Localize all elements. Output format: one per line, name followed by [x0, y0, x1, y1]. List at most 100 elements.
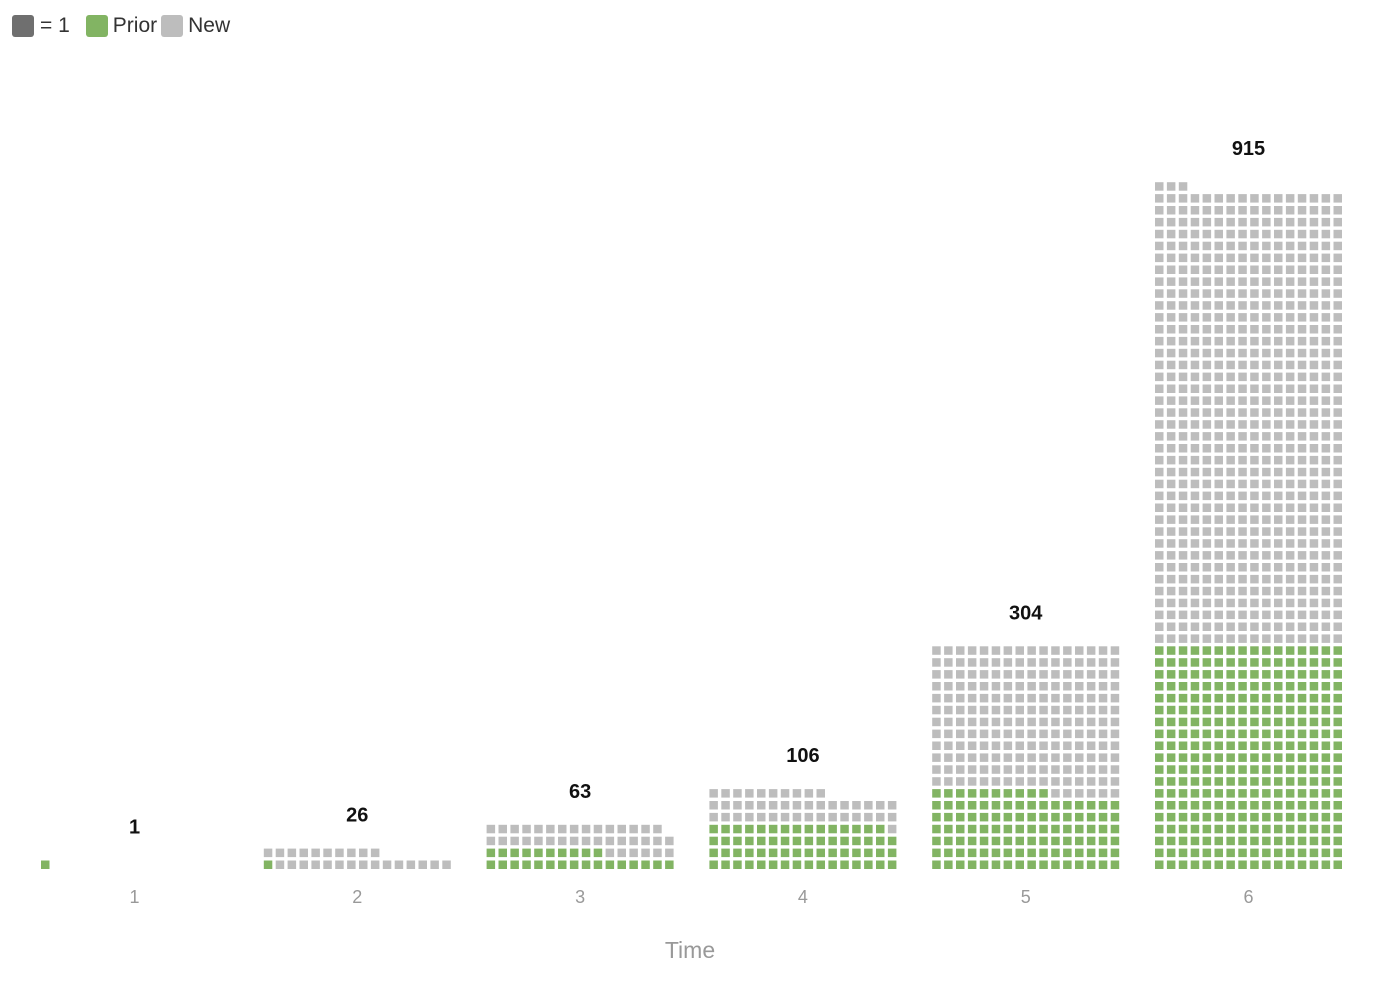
new-cell: [1309, 384, 1319, 393]
new-cell: [1309, 455, 1319, 465]
prior-cell: [1226, 765, 1235, 774]
prior-cell: [1285, 693, 1295, 703]
new-cell: [1063, 765, 1072, 774]
new-cell: [1238, 301, 1247, 310]
new-cell: [1155, 563, 1164, 572]
prior-cell: [1027, 812, 1036, 822]
new-cell: [1262, 586, 1271, 596]
new-cell: [944, 658, 953, 667]
new-cell: [1202, 432, 1212, 441]
new-cell: [1238, 253, 1247, 263]
prior-cell: [1155, 765, 1164, 774]
new-cell: [1333, 622, 1342, 631]
new-cell: [1178, 313, 1188, 322]
prior-cell: [1333, 693, 1342, 703]
new-cell: [1285, 420, 1295, 429]
new-cell: [1003, 765, 1013, 774]
new-cell: [1214, 241, 1223, 251]
new-cell: [1333, 503, 1342, 512]
new-cell: [1333, 360, 1342, 370]
new-cell: [1321, 539, 1331, 548]
new-cell: [780, 812, 790, 822]
new-cell: [944, 777, 953, 786]
new-cell: [1285, 301, 1295, 310]
new-cell: [1039, 753, 1048, 762]
new-cell: [1086, 682, 1096, 691]
new-cell: [1333, 539, 1342, 548]
new-cell: [1321, 396, 1331, 405]
new-cell: [1155, 420, 1164, 429]
new-cell: [1285, 396, 1295, 405]
prior-cell: [1086, 801, 1096, 810]
new-cell: [1039, 765, 1048, 774]
new-cell: [1027, 693, 1036, 703]
new-cell: [1214, 360, 1223, 370]
prior-cell: [1226, 777, 1235, 786]
prior-cell: [1155, 670, 1164, 679]
prior-cell: [1214, 682, 1223, 691]
prior-cell: [558, 860, 567, 869]
new-cell: [1321, 229, 1331, 239]
prior-cell: [1333, 741, 1342, 750]
new-cell: [1214, 539, 1223, 548]
new-cell: [1039, 705, 1048, 715]
prior-cell: [757, 860, 766, 869]
new-cell: [956, 765, 965, 774]
prior-cell: [1178, 741, 1188, 750]
new-cell: [1086, 789, 1096, 798]
prior-cell: [498, 848, 507, 858]
new-cell: [1110, 658, 1120, 667]
prior-cell: [1178, 801, 1188, 810]
new-cell: [1333, 301, 1342, 310]
new-cell: [1262, 563, 1271, 572]
new-cell: [1086, 729, 1096, 739]
prior-cell: [1238, 693, 1247, 703]
new-cell: [1321, 622, 1331, 631]
new-cell: [1190, 574, 1200, 584]
waffle-column-2: [263, 848, 451, 869]
prior-cell: [1238, 646, 1247, 655]
new-cell: [1226, 527, 1235, 536]
prior-cell: [1321, 812, 1331, 822]
new-cell: [1051, 789, 1060, 798]
new-cell: [546, 836, 555, 846]
prior-cell: [979, 848, 989, 858]
prior-cell: [1309, 836, 1319, 846]
prior-cell: [1309, 860, 1319, 869]
new-cell: [1190, 539, 1200, 548]
prior-cell: [792, 824, 802, 834]
new-cell: [1178, 574, 1188, 584]
prior-cell: [1027, 860, 1036, 869]
total-label-4: 106: [786, 745, 819, 767]
new-cell: [1309, 444, 1319, 453]
prior-cell: [617, 860, 626, 869]
new-cell: [1075, 777, 1084, 786]
prior-cell: [1027, 789, 1036, 798]
new-cell: [1285, 206, 1295, 215]
new-cell: [1250, 289, 1259, 298]
prior-cell: [1250, 836, 1259, 846]
new-cell: [1333, 551, 1342, 560]
prior-cell: [1285, 658, 1295, 667]
new-cell: [299, 860, 308, 869]
new-cell: [1309, 598, 1319, 608]
new-cell: [1285, 610, 1295, 620]
new-cell: [1297, 467, 1307, 477]
prior-cell: [1098, 836, 1108, 846]
prior-cell: [780, 860, 790, 869]
new-cell: [1051, 777, 1060, 786]
prior-cell: [510, 848, 519, 858]
new-cell: [1321, 455, 1331, 465]
new-cell: [593, 836, 603, 846]
new-cell: [967, 777, 977, 786]
new-cell: [1214, 527, 1223, 536]
new-cell: [1226, 634, 1235, 643]
prior-cell: [1190, 848, 1200, 858]
prior-cell: [1190, 801, 1200, 810]
prior-cell: [1297, 741, 1307, 750]
prior-cell: [1238, 753, 1247, 762]
new-cell: [1297, 277, 1307, 286]
prior-cell: [1333, 789, 1342, 798]
new-cell: [1333, 336, 1342, 346]
prior-cell: [1178, 777, 1188, 786]
